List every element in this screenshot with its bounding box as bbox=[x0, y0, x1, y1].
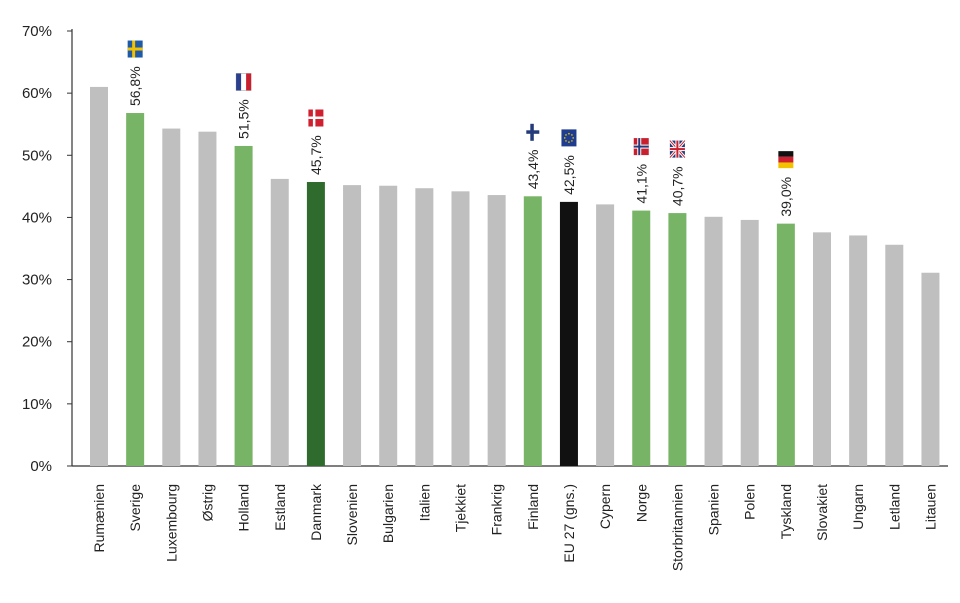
bar-1 bbox=[126, 113, 145, 467]
bar-9 bbox=[415, 188, 434, 466]
data-label: 56,8% bbox=[127, 66, 143, 106]
category-label: Danmark bbox=[308, 483, 324, 541]
bar-6 bbox=[306, 182, 325, 466]
bar-13 bbox=[559, 201, 578, 466]
category-label: Holland bbox=[236, 484, 252, 531]
bar-12 bbox=[523, 196, 542, 467]
data-label: 51,5% bbox=[236, 99, 252, 139]
category-label: Slovenien bbox=[344, 484, 360, 546]
bar-2 bbox=[162, 128, 181, 467]
bar-3 bbox=[198, 131, 217, 466]
bar-19 bbox=[776, 223, 795, 466]
category-label: Spanien bbox=[706, 484, 722, 535]
data-labels: 56,8% 51,5% 45,7% 43,4% 42,5% 41,1% 40,7% 39,0% bbox=[127, 66, 794, 216]
category-label: Polen bbox=[742, 484, 758, 520]
y-tick-label: 50% bbox=[22, 147, 52, 164]
category-label: Cypern bbox=[597, 484, 613, 529]
bar-17 bbox=[704, 216, 723, 466]
norway-flag-icon bbox=[633, 138, 649, 156]
category-label: Tjekkiet bbox=[453, 484, 469, 532]
category-label: Italien bbox=[416, 484, 432, 521]
category-label: Luxembourg bbox=[163, 484, 179, 562]
bar-4 bbox=[234, 145, 253, 466]
y-tick-label: 0% bbox=[30, 458, 52, 475]
flags bbox=[127, 40, 794, 169]
bar-10 bbox=[451, 191, 470, 467]
germany-flag-icon bbox=[778, 151, 794, 169]
bars bbox=[90, 86, 940, 467]
category-label: Østrig bbox=[199, 484, 215, 521]
category-label: Bulgarien bbox=[380, 484, 396, 543]
category-label: Norge bbox=[633, 484, 649, 522]
denmark-flag-icon bbox=[308, 109, 324, 127]
y-tick-label: 10% bbox=[22, 396, 52, 413]
category-label: Estland bbox=[272, 484, 288, 531]
netherlands-flag-icon bbox=[235, 73, 252, 91]
bar-8 bbox=[379, 185, 398, 466]
data-label: 40,7% bbox=[669, 166, 685, 206]
category-label: Frankrig bbox=[489, 484, 505, 535]
bar-11 bbox=[487, 195, 506, 467]
y-tick-label: 30% bbox=[22, 272, 52, 289]
bar-23 bbox=[921, 272, 940, 466]
bar-14 bbox=[596, 204, 615, 466]
y-tick-label: 70% bbox=[22, 23, 52, 40]
sweden-flag-icon bbox=[127, 40, 143, 58]
uk-flag-icon bbox=[668, 139, 687, 159]
category-label: Tyskland bbox=[778, 484, 794, 539]
category-label: Letland bbox=[886, 484, 902, 530]
category-labels: Rumænien Sverige Luxembourg Østrig Holland Es… bbox=[91, 483, 938, 571]
bar-16 bbox=[668, 213, 687, 466]
y-tick-label: 20% bbox=[22, 334, 52, 351]
data-label: 45,7% bbox=[308, 135, 324, 175]
finland-flag-icon bbox=[525, 123, 541, 141]
axes: 0% 10% 20% 30% 40% 50% 60% 70% bbox=[22, 23, 948, 475]
category-label: Litauen bbox=[922, 484, 938, 530]
bar-20 bbox=[813, 232, 831, 466]
data-label: 42,5% bbox=[561, 155, 577, 195]
bar-7 bbox=[343, 185, 362, 466]
category-label: Slovakiet bbox=[814, 484, 830, 541]
bar-18 bbox=[740, 219, 759, 466]
category-label: Ungarn bbox=[850, 484, 866, 530]
bar-22 bbox=[885, 244, 904, 466]
bar-5 bbox=[270, 178, 289, 466]
eu-flag-icon bbox=[561, 129, 577, 147]
category-label: EU 27 (gns.) bbox=[561, 484, 577, 563]
data-label: 41,1% bbox=[633, 164, 649, 204]
category-label: Rumænien bbox=[91, 484, 107, 552]
bar-21 bbox=[849, 235, 868, 466]
y-tick-label: 60% bbox=[22, 85, 52, 102]
data-label: 43,4% bbox=[525, 150, 541, 190]
category-label: Finland bbox=[525, 484, 541, 530]
bar-15 bbox=[632, 210, 651, 466]
bar-0 bbox=[90, 86, 108, 466]
category-label: Sverige bbox=[127, 484, 143, 532]
y-tick-label: 40% bbox=[22, 209, 52, 226]
data-label: 39,0% bbox=[778, 177, 794, 217]
category-label: Storbritannien bbox=[669, 484, 685, 571]
